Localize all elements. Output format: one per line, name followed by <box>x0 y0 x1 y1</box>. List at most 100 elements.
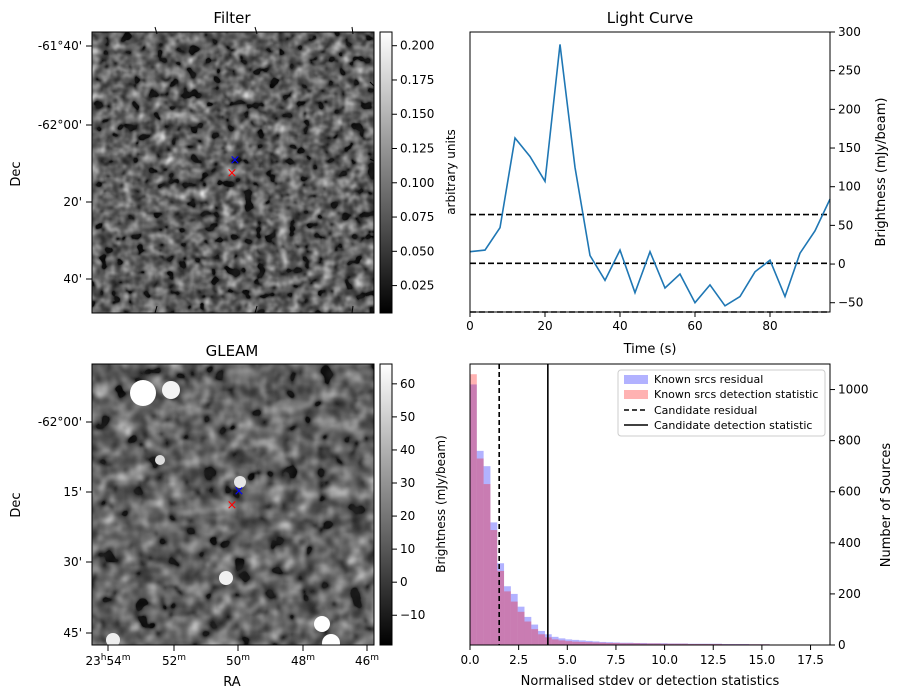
lc-ytick-label: 50 <box>838 218 853 232</box>
gleam-ytick-labels: -62°00' 15' 30' 45' <box>38 415 82 640</box>
histogram-bar <box>694 643 702 645</box>
histogram-bar <box>626 642 634 645</box>
filter-ytick-2: 20' <box>63 195 82 209</box>
histogram-bar <box>490 530 498 645</box>
gleam-frame-ticks <box>86 421 368 651</box>
histogram-bar <box>647 643 654 645</box>
histogram-bar <box>722 643 729 645</box>
filter-colorbar-label: arbitrary units <box>444 129 458 215</box>
legend-box <box>617 369 826 437</box>
legend-label-detection: Known srcs detection statistic <box>654 388 818 401</box>
histogram-bar <box>551 636 559 645</box>
histogram-bar <box>640 642 648 645</box>
lc-xtick-label: 60 <box>687 319 702 333</box>
filter-frame <box>91 31 375 314</box>
histogram-bar <box>497 563 505 645</box>
lc-xtick-label: 80 <box>762 319 777 333</box>
gleam-frame <box>91 363 375 646</box>
hist-ytick-label: 1000 <box>838 383 869 397</box>
histogram-bar <box>735 643 743 645</box>
gleam-colorbar-tick-label: −10 <box>400 608 425 622</box>
hist-ytick-label: 200 <box>838 587 861 601</box>
hist-ytick-label: 0 <box>838 638 846 652</box>
filter-marker-blue: × <box>230 153 241 168</box>
filter-colorbar-tick-label: 0.050 <box>400 244 434 258</box>
gleam-xtick-1-m: 52 <box>162 654 177 668</box>
lc-ytick-label: 300 <box>838 25 861 39</box>
filter-colorbar-tick-label: 0.175 <box>400 73 434 87</box>
histogram-bar <box>558 638 566 645</box>
gleam-xtick-labels: 23h54m 52m 50m 48m 46m <box>85 653 379 668</box>
lc-ytick-label: 250 <box>838 64 861 78</box>
histogram-xlabel: Normalised stdev or detection statistics <box>521 674 780 689</box>
histogram-bar <box>633 643 641 645</box>
light-curve-series <box>469 44 831 307</box>
lc-ytick-label: −50 <box>838 296 863 310</box>
legend-label-residual: Known srcs residual <box>654 373 763 386</box>
filter-ytick-1: -62°00' <box>38 118 82 132</box>
histogram-bar <box>483 484 491 645</box>
gleam-ytick-3: 45' <box>63 626 82 640</box>
histogram-bar <box>592 642 600 645</box>
light-curve-frame <box>469 31 831 313</box>
hist-xtick-label: 15.0 <box>749 653 776 667</box>
gleam-colorbar-label: Brightness (mJy/beam) <box>434 435 448 573</box>
histogram-bar <box>524 616 532 645</box>
histogram-bar <box>510 601 518 645</box>
histogram-bar <box>531 624 539 645</box>
light-curve-xticks: 0 20 40 60 80 <box>466 312 778 333</box>
gleam-xtick-0-h: 23 <box>85 654 100 668</box>
histogram-bar <box>653 643 661 645</box>
histogram-bar <box>504 586 511 645</box>
lc-xtick-label: 0 <box>466 319 474 333</box>
histogram-bar <box>687 643 695 645</box>
gleam-colorbar-frame <box>379 363 393 646</box>
gleam-colorbar-tick-label: 40 <box>400 443 415 457</box>
histogram-bar <box>497 570 505 645</box>
histogram-bar <box>674 643 682 645</box>
gleam-xtick-0-m: 54 <box>106 654 121 668</box>
histogram-ylabel: Number of Sources <box>879 443 894 568</box>
gleam-source <box>234 476 246 488</box>
histogram-bar <box>558 640 566 645</box>
gleam-xtick-2-m: 50 <box>226 654 241 668</box>
light-curve-chart: Light Curve 0 20 40 60 80 −50 0 50 100 150 200 250… <box>466 9 889 357</box>
histogram-bar <box>483 466 491 645</box>
hist-ytick-label: 800 <box>838 434 861 448</box>
histogram-bar <box>653 643 661 645</box>
histogram-legend: Known srcs residual Known srcs detection… <box>617 369 826 437</box>
histogram-series-residual <box>470 384 770 645</box>
gleam-source <box>106 633 120 645</box>
histogram-bar <box>551 639 559 645</box>
gleam-source <box>130 380 156 406</box>
filter-image-noise <box>92 32 374 313</box>
filter-marker-red: × <box>227 166 238 181</box>
gleam-panel: GLEAM × × Dec -62°0 <box>9 342 448 690</box>
filter-ytick-3: 40' <box>63 272 82 286</box>
gleam-colorbar-tick-label: 60 <box>400 377 415 391</box>
light-curve-yticks: −50 0 50 100 150 200 250 300 <box>830 25 863 310</box>
histogram-bar <box>606 642 614 645</box>
gleam-xtick-3-m: 48 <box>291 654 306 668</box>
histogram-bar <box>599 642 607 645</box>
histogram-bar <box>613 642 620 645</box>
histogram-bar <box>606 642 614 645</box>
gleam-marker-red: × <box>227 498 238 513</box>
hist-xtick-label: 2.5 <box>509 653 528 667</box>
histogram-bar <box>599 641 607 645</box>
lc-xtick-label: 20 <box>537 319 552 333</box>
gleam-ytick-0: -62°00' <box>38 415 82 429</box>
light-curve-xlabel: Time (s) <box>623 342 677 357</box>
gleam-xtick-0-ms: m <box>122 653 131 663</box>
filter-ytick-labels: -61°40' -62°00' 20' 40' <box>38 39 82 286</box>
histogram-bar <box>490 522 498 645</box>
gleam-xtick-4: 46m <box>355 653 379 668</box>
histogram-bar <box>565 639 573 645</box>
lc-ytick-label: 150 <box>838 141 861 155</box>
gleam-xtick-4-ms: m <box>370 653 379 663</box>
histogram-bar <box>517 611 525 645</box>
histogram-bar <box>538 630 545 645</box>
lc-ytick-label: 200 <box>838 102 861 116</box>
histogram-bar <box>504 591 511 645</box>
gleam-xtick-0: 23h54m <box>85 653 130 668</box>
